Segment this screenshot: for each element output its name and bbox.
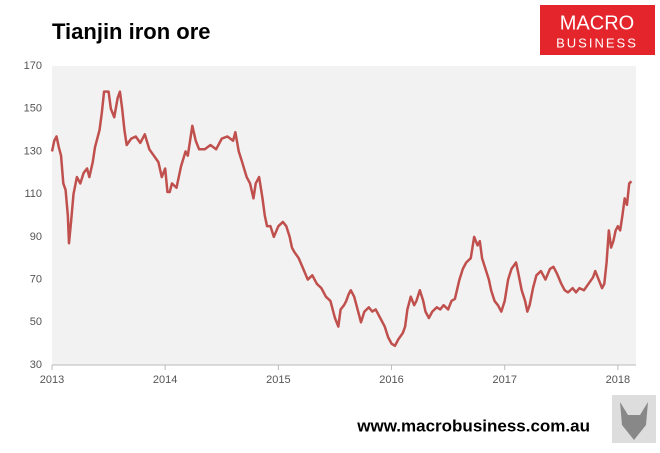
y-tick-label: 90: [30, 231, 42, 243]
footer: www.macrobusiness.com.au: [356, 416, 590, 435]
plot-area: [52, 66, 636, 365]
logo-box: [540, 5, 655, 55]
x-tick-label: 2015: [266, 374, 290, 386]
y-tick-label: 110: [24, 188, 42, 200]
x-tick-label: 2016: [379, 374, 403, 386]
line-series: [50, 90, 633, 348]
logo-icon: [612, 395, 656, 443]
chart-title: Tianjin iron ore: [52, 19, 211, 44]
x-tick-label: 2013: [40, 374, 64, 386]
logo-text: MACRO: [560, 12, 634, 34]
x-tick-label: 2017: [492, 374, 516, 386]
y-tick-label: 150: [24, 103, 42, 115]
y-tick-label: 50: [30, 316, 42, 328]
x-tick-label: 2018: [606, 374, 630, 386]
y-tick-label: 130: [24, 145, 42, 157]
x-tick-label: 2014: [153, 374, 177, 386]
y-tick-label: 70: [30, 273, 42, 285]
y-tick-label: 170: [24, 60, 42, 72]
y-tick-label: 30: [30, 359, 42, 371]
logo-text: BUSINESS: [556, 35, 638, 50]
